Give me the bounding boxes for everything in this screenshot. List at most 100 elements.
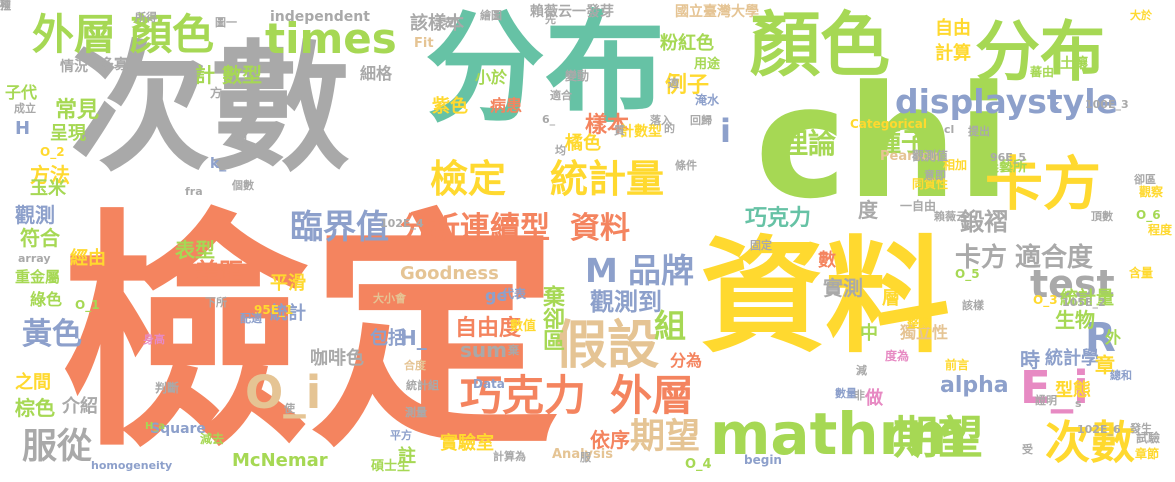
cloud-word: 統計學 bbox=[1045, 348, 1099, 369]
cloud-word: 棄卻區 bbox=[539, 285, 564, 351]
cloud-word: 判斷 bbox=[155, 381, 180, 395]
cloud-word: 檢定 bbox=[60, 189, 560, 480]
cloud-word: 該樣 bbox=[962, 299, 984, 312]
cloud-word: 同質性 bbox=[912, 177, 949, 191]
cloud-word: 證明 bbox=[1035, 394, 1057, 407]
cloud-word: 適 bbox=[668, 77, 679, 90]
cloud-word: 用途 bbox=[694, 57, 721, 72]
cloud-word: 該樣本 bbox=[410, 13, 464, 34]
cloud-word: 一自由 bbox=[900, 199, 937, 213]
cloud-word: begin bbox=[744, 453, 782, 467]
cloud-word: 理論 bbox=[780, 127, 837, 160]
cloud-word: 落入 bbox=[650, 114, 672, 127]
cloud-word: 整數 bbox=[907, 316, 932, 330]
cloud-word: 非 bbox=[854, 389, 865, 402]
cloud-word: 裡 bbox=[0, 0, 11, 12]
cloud-word: 小於 bbox=[475, 68, 508, 87]
cloud-word: ge bbox=[485, 286, 508, 305]
cloud-word: 巧克力 bbox=[460, 371, 587, 420]
cloud-word: M bbox=[585, 251, 618, 290]
cloud-word: 服 bbox=[580, 451, 591, 464]
cloud-word: Fit bbox=[414, 36, 434, 51]
cloud-word: 外 bbox=[1105, 328, 1122, 347]
cloud-word: 數值 bbox=[510, 319, 537, 334]
cloud-word: O_2 bbox=[40, 145, 65, 159]
cloud-word: 下所 bbox=[205, 296, 227, 309]
cloud-word: O_3 bbox=[1033, 293, 1058, 307]
cloud-word: 試驗 bbox=[1136, 431, 1161, 445]
cloud-word: 巧克力 bbox=[745, 206, 812, 231]
cloud-word: s bbox=[1075, 397, 1082, 410]
cloud-word: 質 bbox=[614, 124, 625, 137]
cloud-word: 臨界值 bbox=[290, 207, 389, 246]
cloud-word: 數 bbox=[818, 250, 836, 271]
cloud-word: 樣本 bbox=[585, 113, 630, 138]
cloud-word: R bbox=[1085, 315, 1116, 361]
cloud-word: 頂數 bbox=[1091, 210, 1113, 223]
cloud-word: 前言 bbox=[945, 358, 970, 372]
cloud-word: 分布 bbox=[975, 15, 1106, 90]
cloud-word: 自由 bbox=[935, 18, 971, 39]
cloud-word: 表型 bbox=[175, 238, 215, 262]
cloud-word: test bbox=[1030, 262, 1115, 306]
cloud-word: 經由 bbox=[70, 248, 106, 269]
cloud-word: 顏色 bbox=[750, 4, 890, 86]
cloud-word: 中 bbox=[860, 323, 878, 344]
cloud-word: 代表 bbox=[502, 287, 527, 301]
cloud-word: i bbox=[720, 112, 731, 150]
cloud-word: 介紹 bbox=[62, 396, 98, 417]
cloud-word: 重金屬 bbox=[15, 268, 61, 286]
cloud-word: 實驗室 bbox=[440, 433, 494, 454]
cloud-word: cl bbox=[944, 123, 955, 136]
cloud-word: 發生 bbox=[1130, 422, 1152, 435]
cloud-word: 均 bbox=[555, 144, 566, 157]
cloud-word: O_4 bbox=[685, 457, 712, 472]
cloud-word: 細格 bbox=[360, 64, 393, 83]
cloud-word: 綠色 bbox=[30, 290, 63, 309]
cloud-word: 身高 bbox=[143, 333, 165, 346]
cloud-word: 總和 bbox=[1110, 369, 1132, 382]
cloud-word: displaystyle bbox=[895, 82, 1118, 121]
cloud-word: 賴薇云 bbox=[934, 210, 967, 223]
cloud-word: 章節 bbox=[1135, 447, 1160, 461]
cloud-word: 呈現 bbox=[50, 123, 86, 144]
cloud-word: 分為 bbox=[670, 351, 703, 370]
cloud-word: 期望 bbox=[893, 411, 984, 464]
cloud-word: 相加 bbox=[943, 158, 968, 172]
cloud-word: 例子 bbox=[665, 73, 710, 98]
cloud-word: Square bbox=[150, 421, 206, 437]
cloud-word: 度 bbox=[858, 198, 878, 222]
cloud-word: 減去 bbox=[200, 432, 225, 446]
cloud-word: 適合 bbox=[550, 89, 572, 102]
cloud-word: 組 bbox=[654, 307, 687, 345]
cloud-word: 適合度 bbox=[1015, 243, 1094, 273]
cloud-word: 粉紅色 bbox=[660, 33, 714, 54]
cloud-word: 95E_1 bbox=[254, 303, 294, 317]
cloud-word: E_i bbox=[1020, 361, 1089, 414]
cloud-word: 提出 bbox=[968, 125, 990, 138]
cloud-word: 大於 bbox=[1130, 9, 1152, 22]
cloud-word: 所得 bbox=[135, 11, 157, 24]
cloud-word: 卡方 bbox=[955, 243, 1008, 273]
cloud-word: Goodness bbox=[400, 263, 499, 284]
cloud-word: 常見 bbox=[55, 98, 100, 123]
cloud-word: 含量 bbox=[1129, 266, 1154, 280]
cloud-word: 減 bbox=[856, 364, 867, 377]
cloud-word: 土壤 bbox=[1060, 56, 1088, 72]
cloud-word: 章 bbox=[1095, 353, 1115, 377]
cloud-word: H_a bbox=[145, 421, 166, 432]
cloud-word: 時 bbox=[1020, 348, 1040, 372]
cloud-word: 註 bbox=[398, 446, 416, 467]
cloud-word: 子代 bbox=[5, 83, 38, 102]
cloud-word: 觀測 bbox=[15, 203, 55, 227]
cloud-word: 統計量 bbox=[1060, 288, 1114, 309]
cloud-word: 計算 bbox=[935, 43, 971, 64]
cloud-word: 變動 bbox=[565, 69, 590, 83]
cloud-word: 次數 bbox=[1045, 416, 1136, 469]
cloud-word: mathrm bbox=[710, 400, 968, 468]
cloud-word: 配適 bbox=[240, 312, 262, 325]
cloud-word: 做 bbox=[865, 388, 883, 409]
cloud-word: 計算為 bbox=[493, 450, 526, 463]
cloud-word: 意即 bbox=[924, 169, 946, 182]
